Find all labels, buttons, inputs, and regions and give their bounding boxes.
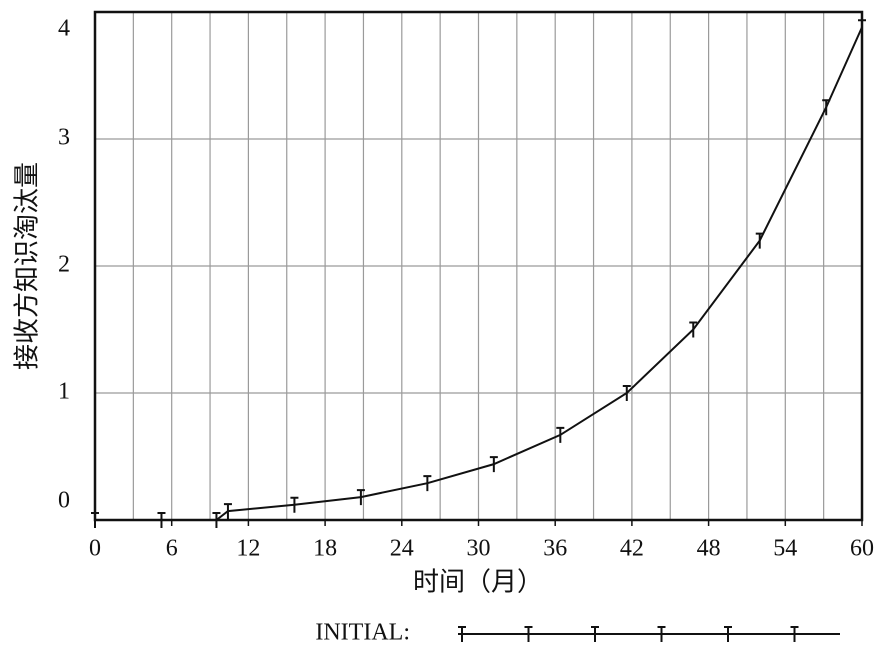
y-axis-label: 接收方知识淘汰量 [13,162,43,370]
x-tick-label: 18 [313,536,337,562]
point-marker [356,489,365,506]
x-axis-label: 时间（月） [413,568,543,598]
y-tick-label: 2 [58,252,70,278]
point-marker [157,512,166,528]
legend-marker [657,626,666,642]
x-tick-label: 24 [390,536,414,562]
legend-marker [458,626,466,642]
point-marker [755,232,764,249]
point-marker [689,321,698,338]
plot-frame [93,10,864,522]
y-tick-label: 0 [58,488,70,514]
y-tick-label: 1 [58,379,70,405]
point-marker [822,99,831,116]
point-marker [622,385,631,401]
x-tick-label: 0 [89,536,101,562]
point-marker [223,503,232,520]
legend-marker [524,626,533,642]
point-marker [212,512,221,528]
legend-marker [790,626,799,642]
series-line [95,26,863,521]
x-tick-label: 60 [850,536,874,562]
x-tick-label: 30 [467,536,491,562]
legend-marker [591,626,599,642]
point-marker [556,426,565,443]
point-marker [423,475,432,492]
point-marker [489,456,498,473]
point-marker [858,19,866,36]
legend-label: INITIAL: [315,620,410,646]
point-marker [91,512,99,528]
y-tick-label: 3 [58,125,70,151]
legend-marker [724,626,732,642]
x-tick-label: 48 [697,536,721,562]
x-tick-label: 12 [236,536,260,562]
y-tick-label: 4 [58,16,70,42]
x-tick-label: 54 [773,536,797,562]
x-tick-label: 36 [543,536,567,562]
x-tick-label: 42 [620,536,644,562]
point-marker [290,496,299,513]
x-tick-label: 6 [166,536,178,562]
